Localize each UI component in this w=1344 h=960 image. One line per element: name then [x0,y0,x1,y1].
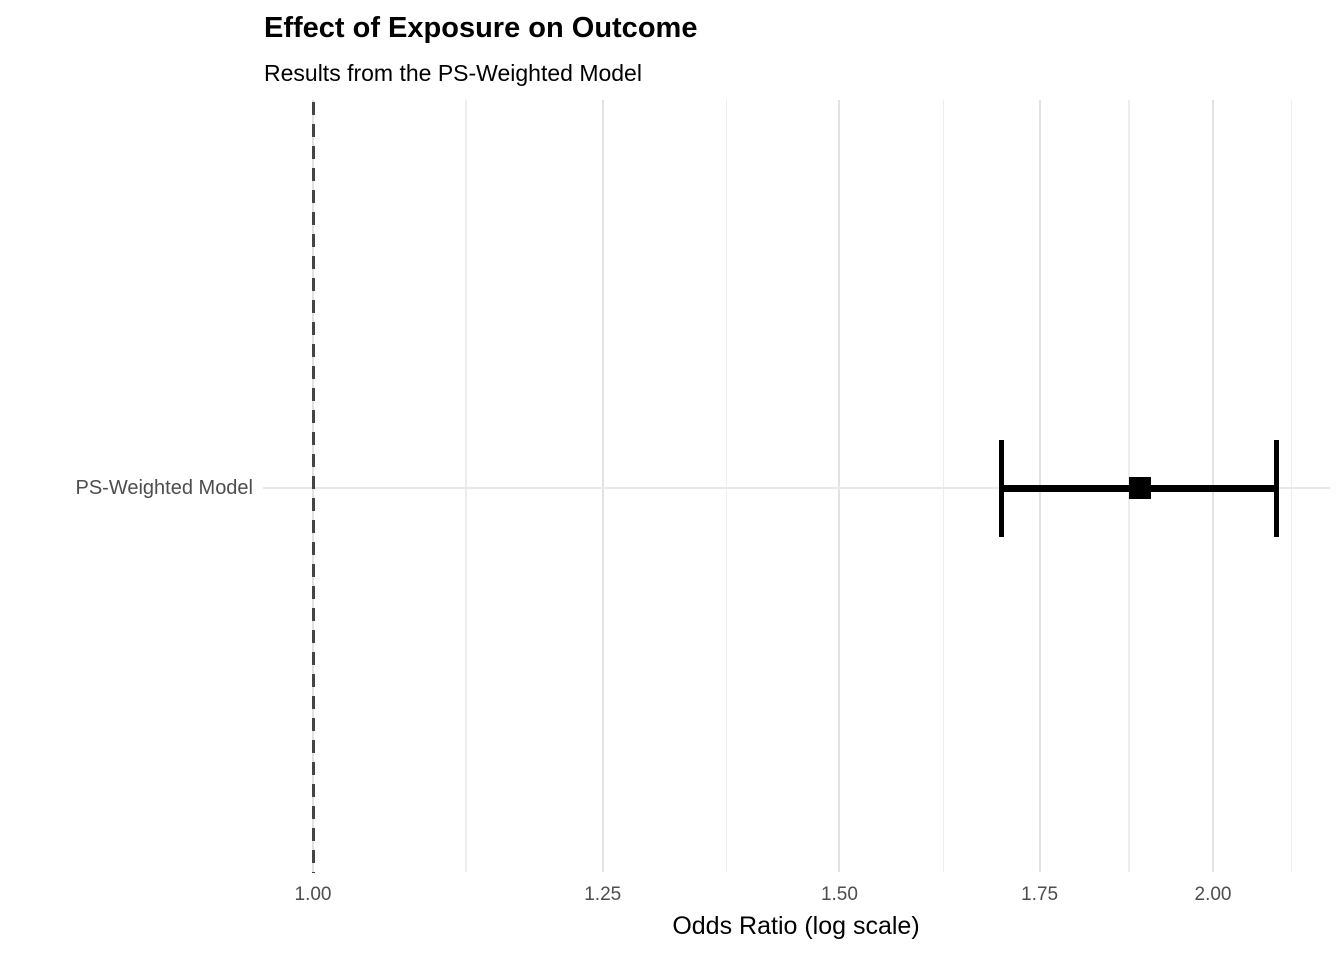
ci-upper-cap [1273,439,1279,537]
gridline-row [263,487,1330,489]
x-axis-title: Odds Ratio (log scale) [672,912,920,940]
gridline-minor [1290,100,1293,872]
plot-subtitle: Results from the PS-Weighted Model [264,60,642,86]
reference-line-null-effect [311,102,315,873]
plot-panel [263,100,1330,873]
ci-lower-cap [999,439,1005,537]
point-estimate-marker [1128,477,1151,499]
row-label-ps-weighted-model: PS-Weighted Model [75,477,254,499]
gridline-major [601,100,604,872]
plot-title: Effect of Exposure on Outcome [264,12,698,44]
x-tick-label: 1.75 [1021,884,1059,905]
gridline-minor [942,100,945,872]
x-tick-label: 1.25 [584,884,622,905]
x-tick-label: 1.50 [820,884,858,905]
gridline-major [838,100,841,872]
gridline-minor [725,100,728,872]
x-tick-label: 2.00 [1194,884,1232,905]
x-tick-label: 1.00 [294,884,332,905]
gridline-minor [465,100,467,872]
